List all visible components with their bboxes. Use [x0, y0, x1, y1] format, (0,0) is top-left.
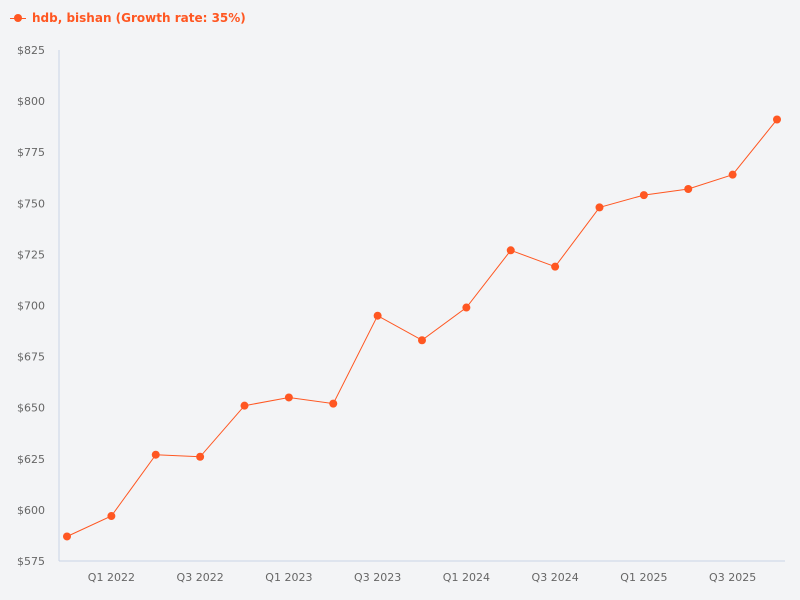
x-tick-label: Q3 2025 — [709, 571, 756, 584]
data-point: Q1 2025: $754 — [639, 191, 648, 200]
data-series: Q4 2021: $587 Q1 2022: $597 Q2 2022: $627 Q… — [63, 115, 781, 541]
y-tick-label: $725 — [17, 248, 45, 261]
x-tick-label: Q1 2024 — [443, 571, 490, 584]
data-point: Q4 2024: $748 — [595, 203, 604, 212]
legend-line-marker-icon — [10, 12, 26, 24]
data-point: Q1 2023: $655 — [284, 393, 293, 402]
y-tick-label: $600 — [17, 504, 45, 517]
y-tick-label: $675 — [17, 351, 45, 364]
y-tick-label: $625 — [17, 453, 45, 466]
data-point: Q3 2023: $695 — [373, 311, 382, 320]
data-point: Q4 2023: $683 — [418, 336, 426, 345]
x-tick-label: Q1 2025 — [620, 571, 667, 584]
data-point: Q3 2025: $764 — [728, 170, 737, 179]
series-line — [66, 119, 778, 537]
data-point: Q2 2022: $627 — [151, 450, 160, 459]
data-point: Q2 2023: $652 — [329, 399, 338, 408]
data-point: Q4 2021: $587 — [63, 532, 71, 541]
data-point: Q2 2025: $757 — [684, 184, 693, 193]
data-point: Q1 2022: $597 — [107, 512, 116, 521]
x-tick-label: Q3 2023 — [354, 571, 401, 584]
x-tick-label: Q3 2022 — [177, 571, 224, 584]
data-point: Q3 2024: $719 — [551, 262, 560, 271]
data-point: Q4 2022: $651 — [240, 401, 249, 410]
x-tick-label: Q1 2022 — [88, 571, 135, 584]
y-axis: $575 $600 $625 $650 $675 $700 $725 $750 $775 $800… — [17, 44, 60, 568]
y-tick-label: $575 — [17, 555, 45, 568]
data-point: Q2 2024: $727 — [506, 246, 515, 255]
x-axis: Q1 2022 Q3 2022 Q1 2023 Q3 2023 Q1 2024 Q3 20… — [59, 560, 785, 584]
x-tick-label: Q3 2024 — [532, 571, 579, 584]
chart-legend[interactable]: hdb, bishan (Growth rate: 35%) — [10, 8, 246, 28]
legend-label: hdb, bishan (Growth rate: 35%) — [32, 11, 246, 25]
y-tick-label: $750 — [17, 197, 45, 210]
y-tick-label: $700 — [17, 300, 45, 313]
data-point: Q3 2022: $626 — [196, 452, 205, 461]
data-point: Q1 2024: $699 — [462, 303, 471, 312]
y-tick-label: $775 — [17, 146, 45, 159]
x-tick-label: Q1 2023 — [265, 571, 312, 584]
y-tick-label: $650 — [17, 402, 45, 415]
y-tick-label: $800 — [17, 95, 45, 108]
data-point: Q4 2025: $791 — [773, 115, 781, 124]
y-tick-label: $825 — [17, 44, 45, 57]
